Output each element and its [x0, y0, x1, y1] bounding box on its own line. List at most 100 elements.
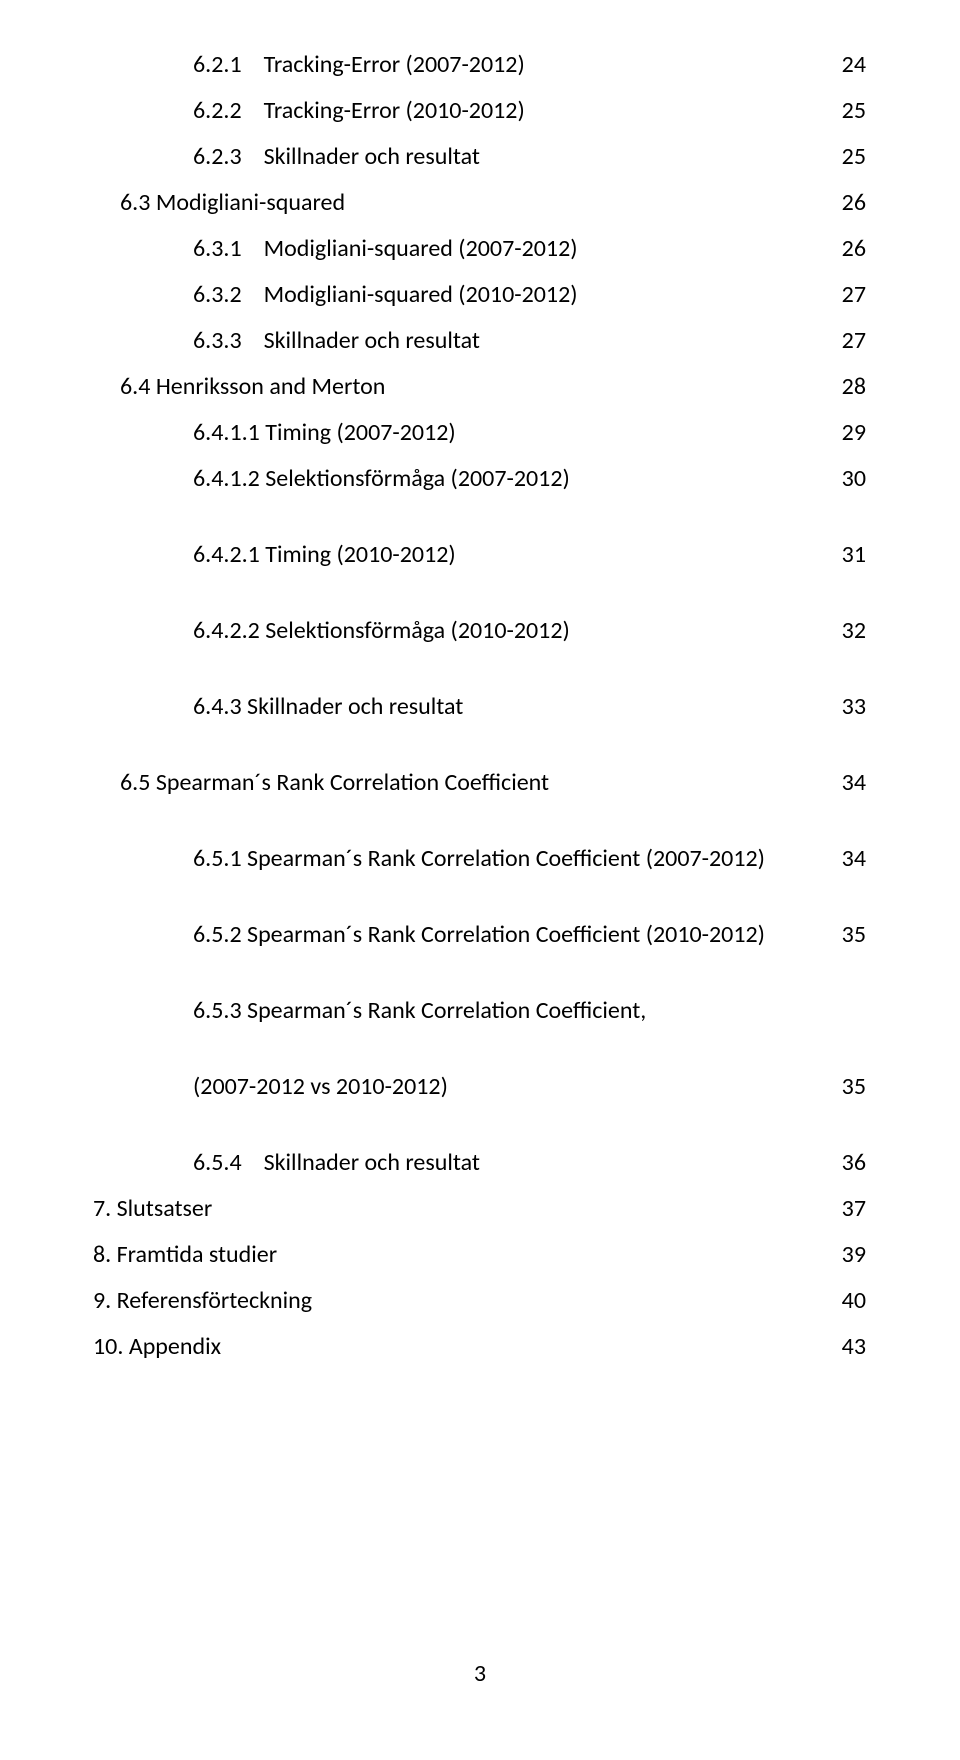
toc-entry: 6.5.1 Spearman´s Rank Correlation Coeffi…: [0, 836, 960, 882]
toc-entry-number: 6.5.4: [193, 1140, 242, 1186]
toc-entry-page: 25: [842, 134, 866, 180]
toc-entry: 6.3.1 Modigliani-squared (2007-2012) 26: [0, 226, 960, 272]
toc-entry-label: 6.3 Modigliani-squared: [120, 180, 345, 226]
toc-entry-title: Modigliani-squared (2010-2012): [264, 280, 578, 309]
toc-entry: 6.5 Spearman´s Rank Correlation Coeffici…: [0, 760, 960, 806]
toc-entry-text: 6.5.1 Spearman´s Rank Correlation Coeffi…: [193, 844, 765, 873]
toc-entry-page: 35: [842, 912, 866, 958]
toc-entry: 6.3.3 Skillnader och resultat 27: [0, 318, 960, 364]
toc-entry: 9. Referensförteckning 40: [0, 1278, 960, 1324]
toc-entry-page: 25: [842, 88, 866, 134]
toc-spacer: [0, 502, 960, 532]
toc-entry-number: 6.3.1: [193, 226, 242, 272]
toc-entry-page: 36: [842, 1140, 866, 1186]
toc-entry-page: 39: [842, 1232, 866, 1278]
toc-entry-page: 33: [842, 684, 866, 730]
toc-entry: 6.4.2.1 Timing (2010-2012) 31: [0, 532, 960, 578]
page-number-footer: 3: [0, 1659, 960, 1688]
toc-entry-number: 6.3.3: [193, 318, 242, 364]
toc-entry-text: 6.5.2 Spearman´s Rank Correlation Coeffi…: [193, 920, 765, 949]
toc-entry: 6.3.2 Modigliani-squared (2010-2012) 27: [0, 272, 960, 318]
toc-entry-page: 34: [842, 836, 866, 882]
toc-entry-label: 7. Slutsatser: [93, 1186, 212, 1232]
toc-spacer: [0, 1034, 960, 1064]
toc-entry-label: 6.4.1.2 Selektionsförmåga (2007-2012): [193, 456, 570, 502]
toc-entry-label: 6.5 Spearman´s Rank Correlation Coeffici…: [120, 760, 549, 806]
toc-entry-title: Tracking-Error (2010-2012): [264, 96, 525, 125]
toc-entry-label: 6.3.2 Modigliani-squared (2010-2012): [193, 272, 578, 318]
toc-entry: (2007-2012 vs 2010-2012) 35: [0, 1064, 960, 1110]
toc-spacer: [0, 730, 960, 760]
toc-entry-text: 6.4.3 Skillnader och resultat: [193, 692, 463, 721]
toc-entry: 6.4 Henriksson and Merton 28: [0, 364, 960, 410]
toc-entry-page: 37: [842, 1186, 866, 1232]
toc-entry-page: 35: [842, 1064, 866, 1110]
toc-entry-title: Skillnader och resultat: [264, 1148, 480, 1177]
toc-entry-page: 30: [842, 456, 866, 502]
toc-entry-text: 9. Referensförteckning: [93, 1286, 312, 1315]
toc-entry-title: Modigliani-squared (2007-2012): [264, 234, 578, 263]
toc-entry-page: 31: [842, 532, 866, 578]
toc-entry-page: 43: [842, 1324, 866, 1370]
toc-entry-title: Skillnader och resultat: [264, 326, 480, 355]
toc-spacer: [0, 958, 960, 988]
toc-entry-text: 6.5 Spearman´s Rank Correlation Coeffici…: [120, 768, 549, 797]
toc-entry-number: 6.2.3: [193, 134, 242, 180]
toc-entry-number: 6.2.2: [193, 88, 242, 134]
toc-entry-page: 29: [842, 410, 866, 456]
document-page: 6.2.1Tracking-Error (2007-2012)246.2.2Tr…: [0, 0, 960, 1760]
toc-entry-label: 6.5.4 Skillnader och resultat: [193, 1140, 480, 1186]
toc-entry-title: Tracking-Error (2007-2012): [264, 50, 525, 79]
toc-spacer: [0, 1110, 960, 1140]
toc-entry-label: 6.4.3 Skillnader och resultat: [193, 684, 463, 730]
toc-entry-label: 6.4 Henriksson and Merton: [120, 364, 385, 410]
toc-entry: 6.2.2 Tracking-Error (2010-2012) 25: [0, 88, 960, 134]
toc-entry-label: 6.4.2.2 Selektionsförmåga (2010-2012): [193, 608, 570, 654]
toc-spacer: [0, 654, 960, 684]
toc-entry-label: 9. Referensförteckning: [93, 1278, 312, 1324]
toc-entry: 6.5.3 Spearman´s Rank Correlation Coeffi…: [0, 988, 960, 1034]
toc-entry: 8. Framtida studier 39: [0, 1232, 960, 1278]
toc-entry-label: 6.3.3 Skillnader och resultat: [193, 318, 480, 364]
toc-entry-label: 6.5.2 Spearman´s Rank Correlation Coeffi…: [193, 912, 765, 958]
toc-entry-label: (2007-2012 vs 2010-2012): [193, 1064, 448, 1110]
toc-spacer: [0, 806, 960, 836]
toc-entry: 6.5.2 Spearman´s Rank Correlation Coeffi…: [0, 912, 960, 958]
toc-entry-text: 6.4.1.1 Timing (2007-2012): [193, 418, 456, 447]
toc-entry: 6.4.1.2 Selektionsförmåga (2007-2012) 30: [0, 456, 960, 502]
toc-entry-label: 6.5.3 Spearman´s Rank Correlation Coeffi…: [193, 988, 646, 1034]
toc-entry-text: 6.4.1.2 Selektionsförmåga (2007-2012): [193, 464, 570, 493]
toc-spacer: [0, 882, 960, 912]
toc-entry: 6.4.2.2 Selektionsförmåga (2010-2012) 32: [0, 608, 960, 654]
toc-entry-text: 7. Slutsatser: [93, 1194, 212, 1223]
toc-entry-page: 27: [842, 318, 866, 364]
table-of-contents: 6.2.1Tracking-Error (2007-2012)246.2.2Tr…: [0, 42, 960, 1370]
toc-entry: 6.3 Modigliani-squared26: [0, 180, 960, 226]
toc-entry-text: 6.4.2.2 Selektionsförmåga (2010-2012): [193, 616, 570, 645]
toc-entry-number: 6.3.2: [193, 272, 242, 318]
toc-entry-label: 6.2.1 Tracking-Error (2007-2012): [193, 42, 525, 88]
toc-entry-text: 6.4 Henriksson and Merton: [120, 372, 385, 401]
toc-entry-label: 6.4.2.1 Timing (2010-2012): [193, 532, 456, 578]
toc-entry-page: 28: [842, 364, 866, 410]
toc-entry-label: 10. Appendix: [93, 1324, 221, 1370]
toc-entry-page: 27: [842, 272, 866, 318]
toc-entry-label: 6.5.1 Spearman´s Rank Correlation Coeffi…: [193, 836, 765, 882]
toc-entry-text: 8. Framtida studier: [93, 1240, 277, 1269]
toc-entry-title: Skillnader och resultat: [264, 142, 480, 171]
toc-entry-number: 6.2.1: [193, 42, 242, 88]
toc-entry-page: 40: [842, 1278, 866, 1324]
toc-entry: 6.4.3 Skillnader och resultat 33: [0, 684, 960, 730]
toc-entry: 6.5.4 Skillnader och resultat 36: [0, 1140, 960, 1186]
toc-entry: 6.4.1.1 Timing (2007-2012) 29: [0, 410, 960, 456]
toc-entry-text: (2007-2012 vs 2010-2012): [193, 1072, 448, 1101]
toc-entry-text: 6.3 Modigliani-squared: [120, 188, 345, 217]
toc-entry: 10. Appendix 43: [0, 1324, 960, 1370]
toc-entry-label: 6.2.3 Skillnader och resultat: [193, 134, 480, 180]
toc-entry-page: 26: [842, 226, 866, 272]
toc-spacer: [0, 578, 960, 608]
toc-entry-text: 6.4.2.1 Timing (2010-2012): [193, 540, 456, 569]
toc-entry: 6.2.3 Skillnader och resultat 25: [0, 134, 960, 180]
toc-entry-label: 6.2.2 Tracking-Error (2010-2012): [193, 88, 525, 134]
toc-entry-page: 32: [842, 608, 866, 654]
